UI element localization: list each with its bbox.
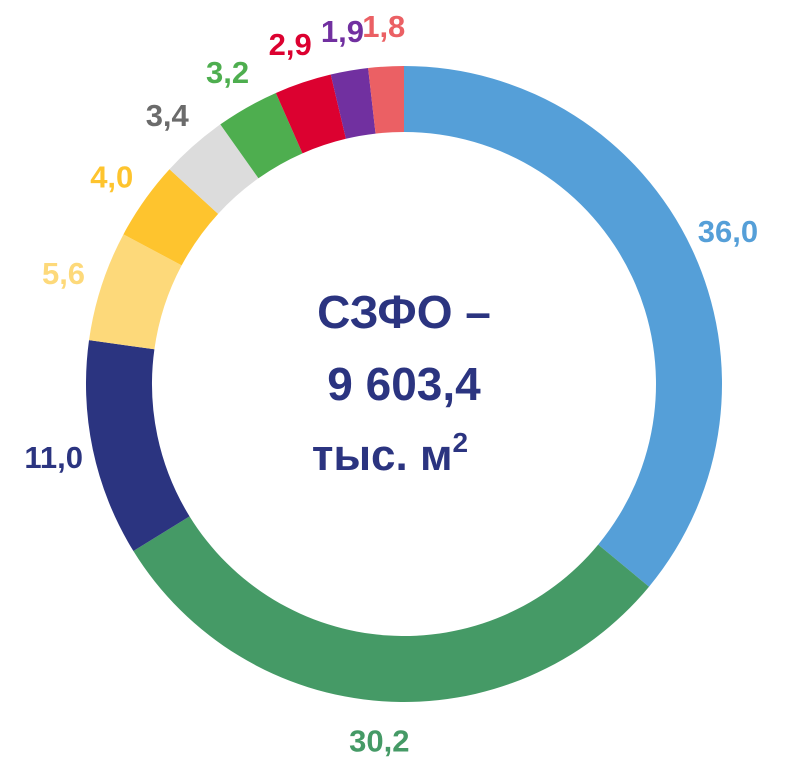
center-title: СЗФО – (317, 286, 491, 338)
donut-slice-4 (123, 169, 219, 266)
donut-slice-6 (220, 92, 303, 179)
slice-label-0: 36,0 (698, 214, 758, 249)
donut-slice-1 (133, 516, 650, 702)
donut-slice-2 (86, 340, 190, 552)
slice-label-1: 30,2 (349, 724, 409, 757)
slice-label-2: 11,0 (24, 440, 83, 475)
donut-slice-0 (404, 66, 722, 587)
slice-label-4: 4,0 (90, 160, 133, 195)
donut-slice-9 (368, 66, 404, 134)
donut-slice-3 (89, 234, 182, 350)
slice-label-3: 5,6 (42, 256, 85, 291)
slice-label-5: 3,4 (146, 98, 190, 133)
slice-label-6: 3,2 (206, 55, 249, 90)
center-unit: тыс. м2 (312, 427, 468, 480)
center-unit-text: тыс. м (312, 431, 453, 480)
donut-slices (86, 66, 722, 702)
slice-label-9: 1,8 (362, 9, 405, 44)
slice-labels: 36,0 30,2 11,0 5,6 4,0 3,4 3,2 2,9 1,91,8 (24, 9, 758, 757)
donut-slice-5 (169, 124, 259, 214)
center-unit-superscript: 2 (453, 427, 469, 458)
donut-slice-8 (330, 68, 376, 139)
donut-slice-7 (275, 74, 346, 154)
center-text: СЗФО – 9 603,4 тыс. м2 (312, 286, 491, 480)
slice-label-8: 1,9 (321, 14, 364, 49)
slice-label-7: 2,9 (269, 27, 312, 62)
center-total: 9 603,4 (327, 358, 481, 410)
